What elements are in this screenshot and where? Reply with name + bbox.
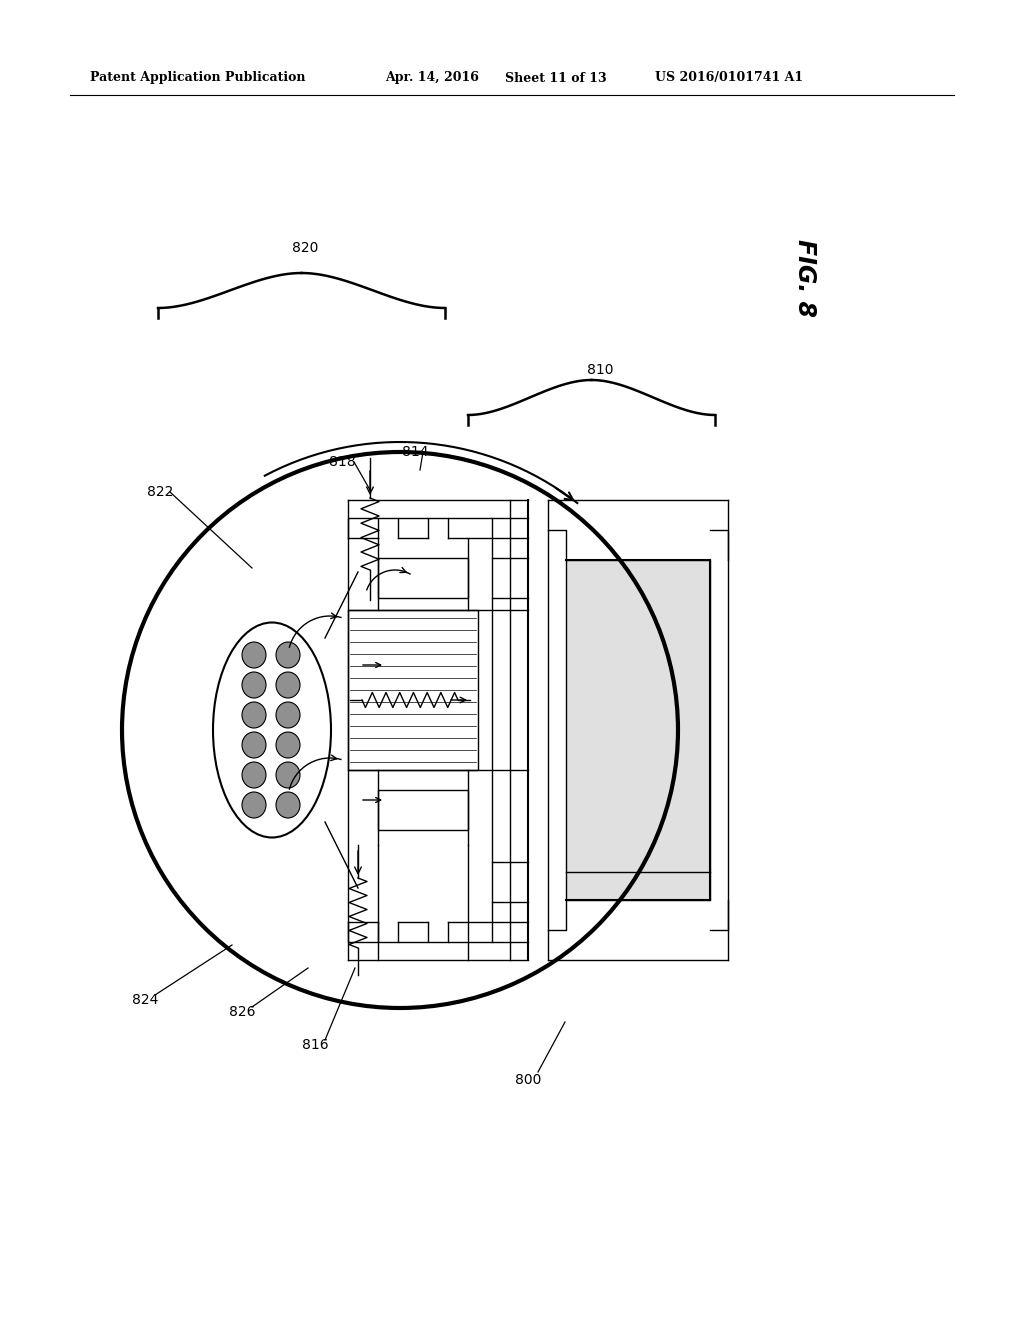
Text: 816: 816 bbox=[302, 1038, 329, 1052]
Text: 810: 810 bbox=[587, 363, 613, 378]
Ellipse shape bbox=[276, 702, 300, 729]
Text: 822: 822 bbox=[146, 484, 173, 499]
Bar bbox=[378, 558, 468, 598]
Ellipse shape bbox=[242, 642, 266, 668]
Ellipse shape bbox=[213, 623, 331, 837]
Ellipse shape bbox=[276, 792, 300, 818]
Text: US 2016/0101741 A1: US 2016/0101741 A1 bbox=[655, 71, 803, 84]
Ellipse shape bbox=[242, 702, 266, 729]
Text: Patent Application Publication: Patent Application Publication bbox=[90, 71, 305, 84]
Ellipse shape bbox=[276, 733, 300, 758]
Ellipse shape bbox=[276, 672, 300, 698]
Text: 814: 814 bbox=[401, 445, 428, 459]
Text: 826: 826 bbox=[228, 1005, 255, 1019]
Ellipse shape bbox=[242, 762, 266, 788]
Text: 800: 800 bbox=[515, 1073, 542, 1086]
Text: Apr. 14, 2016: Apr. 14, 2016 bbox=[385, 71, 479, 84]
Bar bbox=[378, 789, 468, 830]
Ellipse shape bbox=[242, 672, 266, 698]
Bar bbox=[348, 610, 478, 770]
Text: 824: 824 bbox=[132, 993, 158, 1007]
Ellipse shape bbox=[276, 762, 300, 788]
Text: FIG. 8: FIG. 8 bbox=[793, 239, 817, 317]
Ellipse shape bbox=[242, 733, 266, 758]
Bar bbox=[566, 560, 710, 900]
Text: 818: 818 bbox=[329, 455, 355, 469]
Text: 820: 820 bbox=[292, 242, 318, 255]
Ellipse shape bbox=[276, 642, 300, 668]
Ellipse shape bbox=[242, 792, 266, 818]
Text: Sheet 11 of 13: Sheet 11 of 13 bbox=[505, 71, 606, 84]
